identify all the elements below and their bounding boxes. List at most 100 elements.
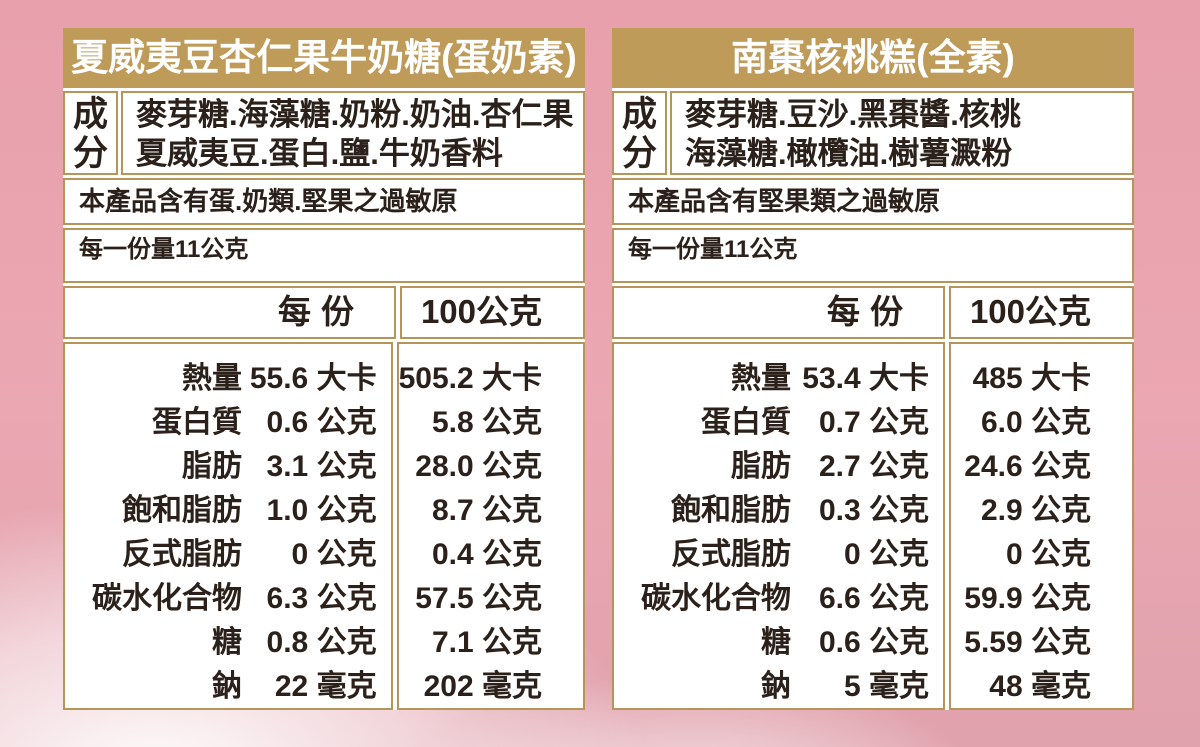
nutrition-row: 蛋白質 0.6 公克 (65, 402, 391, 446)
per-100g-value: 5.59 公克 (964, 626, 1091, 659)
per-serving-column-header: 每份 (612, 286, 945, 339)
per-100g-value: 202 毫克 (423, 670, 542, 703)
product-title: 夏威夷豆杏仁果牛奶糖(蛋奶素) (63, 28, 585, 88)
nutrient-name: 糖 (761, 626, 791, 659)
per-100g-value: 6.0 公克 (980, 406, 1091, 439)
nutrient-name: 脂肪 (731, 450, 791, 483)
per-serving-value: 6.6 公克 (818, 582, 929, 615)
per-100g-column-header: 100公克 (400, 286, 585, 339)
nutrition-row: 蛋白質 0.7 公克 (614, 402, 943, 446)
per-serving-value: 53.4 大卡 (802, 362, 929, 395)
nutrition-row: 6.0 公克 (951, 402, 1132, 446)
per-100g-value: 505.2 大卡 (398, 362, 542, 395)
per-100g-value: 7.1 公克 (431, 626, 542, 659)
nutrition-row: 48 毫克 (951, 666, 1132, 710)
ingredients-text: 麥芽糖.海藻糖.奶粉.奶油.杏仁果 夏威夷豆.蛋白.鹽.牛奶香料 (121, 91, 585, 175)
nutrition-row: 鈉 5 毫克 (614, 666, 943, 710)
nutrient-name: 蛋白質 (701, 406, 791, 439)
nutrient-name: 熱量 (182, 362, 242, 395)
nutrient-name: 反式脂肪 (671, 538, 791, 571)
allergen-statement: 本產品含有堅果類之過敏原 (612, 178, 1134, 225)
per-serving-column-header: 每份 (63, 286, 396, 339)
per-100g-value: 2.9 公克 (980, 494, 1091, 527)
nutrient-values-column: 熱量 53.4 大卡 蛋白質 0.7 公克 脂肪 2.7 公克 飽和脂肪 0.3 公克 反式脂肪… (612, 342, 945, 710)
nutrition-row: 飽和脂肪 1.0 公克 (65, 490, 391, 534)
nutrition-label-panel-1: 夏威夷豆杏仁果牛奶糖(蛋奶素) 成分 麥芽糖.海藻糖.奶粉.奶油.杏仁果 夏威夷… (63, 28, 585, 710)
ingredients-line-2: 夏威夷豆.蛋白.鹽.牛奶香料 (136, 136, 503, 171)
nutrition-row: 2.9 公克 (951, 490, 1132, 534)
nutrition-row: 202 毫克 (399, 666, 583, 710)
ingredients-label: 成分 (612, 91, 667, 175)
nutrient-name: 鈉 (761, 670, 791, 703)
per-100g-value: 485 大卡 (972, 362, 1091, 395)
per-100g-values-column: 485 大卡 6.0 公克 24.6 公克 2.9 公克 0 公克 59.9 公克 5.59… (949, 342, 1134, 710)
ingredients-section: 成分 麥芽糖.豆沙.黑棗醬.核桃 海藻糖.橄欖油.樹薯澱粉 (612, 91, 1134, 175)
per-serving-value: 0.6 公克 (818, 626, 929, 659)
nutrition-row: 碳水化合物 6.3 公克 (65, 578, 391, 622)
nutrient-values-column: 熱量 55.6 大卡 蛋白質 0.6 公克 脂肪 3.1 公克 飽和脂肪 1.0 公克 反式脂肪… (63, 342, 393, 710)
nutrition-row: 5.59 公克 (951, 622, 1132, 666)
per-serving-value: 0.6 公克 (266, 406, 377, 439)
nutrition-row: 糖 0.6 公克 (614, 622, 943, 666)
nutrient-name: 反式脂肪 (122, 538, 242, 571)
nutrition-table: 熱量 55.6 大卡 蛋白質 0.6 公克 脂肪 3.1 公克 飽和脂肪 1.0 公克 反式脂肪… (63, 342, 585, 710)
nutrition-row: 熱量 53.4 大卡 (614, 358, 943, 402)
per-100g-value: 5.8 公克 (431, 406, 542, 439)
nutrient-name: 鈉 (212, 670, 242, 703)
per-serving-value: 1.0 公克 (266, 494, 377, 527)
nutrition-row: 24.6 公克 (951, 446, 1132, 490)
per-serving-value: 22 毫克 (274, 670, 377, 703)
nutrient-name: 脂肪 (182, 450, 242, 483)
per-serving-value: 0 公克 (291, 538, 377, 571)
per-100g-column-header: 100公克 (949, 286, 1134, 339)
per-serving-value: 0.7 公克 (818, 406, 929, 439)
per-100g-value: 48 毫克 (989, 670, 1091, 703)
per-serving-value: 3.1 公克 (266, 450, 377, 483)
table-header-row: 每份 100公克 (63, 286, 585, 339)
per-100g-values-column: 505.2 大卡 5.8 公克 28.0 公克 8.7 公克 0.4 公克 57.5 公克… (396, 342, 585, 710)
nutrient-name: 飽和脂肪 (122, 494, 242, 527)
ingredients-line-1: 麥芽糖.海藻糖.奶粉.奶油.杏仁果 (136, 97, 574, 132)
nutrition-row: 碳水化合物 6.6 公克 (614, 578, 943, 622)
ingredients-label: 成分 (63, 91, 118, 175)
per-100g-value: 8.7 公克 (431, 494, 542, 527)
nutrient-name: 糖 (212, 626, 242, 659)
per-100g-value: 57.5 公克 (415, 582, 542, 615)
nutrition-row: 反式脂肪 0 公克 (65, 534, 391, 578)
nutrition-row: 57.5 公克 (399, 578, 583, 622)
nutrient-name: 飽和脂肪 (671, 494, 791, 527)
per-100g-value: 0.4 公克 (431, 538, 542, 571)
nutrient-name: 熱量 (731, 362, 791, 395)
nutrition-row: 59.9 公克 (951, 578, 1132, 622)
per-serving-value: 0.3 公克 (818, 494, 929, 527)
per-serving-value: 5 毫克 (843, 670, 929, 703)
nutrition-row: 鈉 22 毫克 (65, 666, 391, 710)
per-100g-value: 24.6 公克 (964, 450, 1091, 483)
nutrition-row: 熱量 55.6 大卡 (65, 358, 391, 402)
per-serving-value: 2.7 公克 (818, 450, 929, 483)
table-header-row: 每份 100公克 (612, 286, 1134, 339)
ingredients-line-2: 海藻糖.橄欖油.樹薯澱粉 (685, 136, 1013, 171)
per-serving-value: 55.6 大卡 (249, 362, 377, 395)
ingredients-section: 成分 麥芽糖.海藻糖.奶粉.奶油.杏仁果 夏威夷豆.蛋白.鹽.牛奶香料 (63, 91, 585, 175)
nutrition-row: 485 大卡 (951, 358, 1132, 402)
nutrition-row: 0.4 公克 (399, 534, 583, 578)
per-100g-value: 59.9 公克 (964, 582, 1091, 615)
nutrition-row: 反式脂肪 0 公克 (614, 534, 943, 578)
per-100g-value: 28.0 公克 (415, 450, 542, 483)
serving-size: 每一份量11公克 (63, 228, 585, 283)
nutrition-row: 28.0 公克 (399, 446, 583, 490)
ingredients-text: 麥芽糖.豆沙.黑棗醬.核桃 海藻糖.橄欖油.樹薯澱粉 (670, 91, 1134, 175)
nutrition-row: 8.7 公克 (399, 490, 583, 534)
nutrition-row: 飽和脂肪 0.3 公克 (614, 490, 943, 534)
nutrition-row: 505.2 大卡 (399, 358, 583, 402)
nutrition-row: 5.8 公克 (399, 402, 583, 446)
nutrient-name: 碳水化合物 (92, 582, 242, 615)
nutrition-row: 0 公克 (951, 534, 1132, 578)
nutrition-row: 脂肪 2.7 公克 (614, 446, 943, 490)
nutrition-row: 7.1 公克 (399, 622, 583, 666)
per-100g-value: 0 公克 (1005, 538, 1091, 571)
nutrition-label-panel-2: 南棗核桃糕(全素) 成分 麥芽糖.豆沙.黑棗醬.核桃 海藻糖.橄欖油.樹薯澱粉 … (612, 28, 1134, 710)
nutrient-name: 蛋白質 (152, 406, 242, 439)
product-title: 南棗核桃糕(全素) (612, 28, 1134, 88)
